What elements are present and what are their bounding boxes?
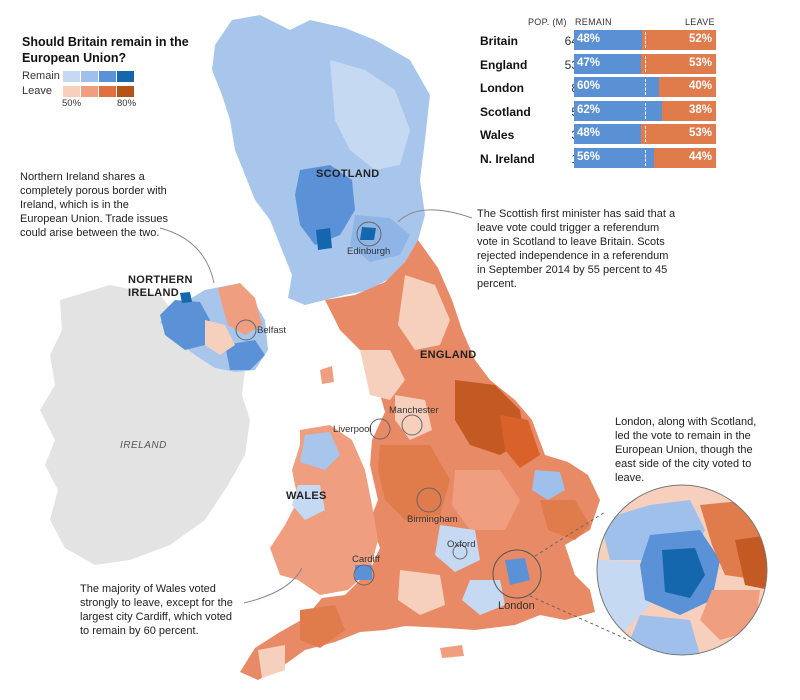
table-row: N. Ireland1.856%44% [480,147,720,170]
london-inset [596,484,768,656]
label-wales: WALES [286,490,327,502]
fifty-percent-line [645,149,646,166]
legend-remain-label: Remain [22,70,60,82]
row-name: England [480,57,528,72]
fifty-percent-line [645,55,646,72]
leave-percent: 53% [688,56,712,69]
city-edinburgh: Edinburgh [347,246,391,257]
leave-percent: 53% [688,127,712,139]
fifty-percent-line [645,79,646,95]
city-birmingham: Birmingham [407,514,458,525]
ni-note-leader [159,227,215,284]
remain-percent: 47% [577,56,601,69]
header-leave: LEAVE [685,17,715,27]
leave-percent: 52% [688,33,712,45]
table-row: London8.560%40% [480,77,720,99]
remain-percent: 62% [577,103,601,116]
fifty-percent-line [645,102,646,119]
table-row: Scotland5.362%38% [480,100,720,123]
legend-leave-label: Leave [22,85,52,97]
fifty-percent-line [645,32,646,48]
result-bar: 48% 53% [574,124,716,144]
remain-percent: 48% [577,127,601,139]
leave-percent: 44% [688,150,712,163]
fifty-percent-line [645,126,646,142]
note-wales: The majority of Wales voted strongly to … [80,583,233,637]
inset-connector-bottom [529,595,634,643]
birmingham-marker [416,487,442,513]
city-london: London [498,600,535,612]
remain-percent: 60% [577,80,601,92]
belfast-marker [235,319,257,341]
london-marker [492,549,542,599]
label-england: ENGLAND [420,349,477,361]
header-pop: POP. (M) [528,17,567,27]
remain-share-bar [574,53,641,74]
wales-map [270,425,378,595]
remain-share-bar [574,100,663,121]
legend-swatch [99,86,116,97]
remain-share-bar [574,147,654,168]
note-scotland: The Scottish first minister has said tha… [477,208,676,290]
result-bar: 60% 40% [574,77,716,97]
legend-swatch [117,86,134,97]
leave-percent: 38% [688,103,712,116]
city-cardiff: Cardiff [352,554,380,565]
city-belfast: Belfast [257,325,287,336]
city-oxford: Oxford [447,539,476,550]
header-remain: REMAIN [575,17,612,27]
remain-share-bar [574,30,643,50]
legend-swatch [63,71,80,82]
label-northern-ireland: NORTHERN IRELAND [128,274,193,299]
city-liverpool: Liverpool [333,424,372,435]
remain-percent: 48% [577,33,601,45]
legend-low-tick: 50% [62,98,82,109]
inset-connector-top [534,511,606,557]
note-london: London, along with Scotland, led the vot… [615,416,757,484]
note-northern-ireland: Northern Ireland shares a completely por… [20,171,168,239]
remain-share-bar [574,124,642,144]
label-scotland: SCOTLAND [316,168,380,180]
northern-ireland-map [160,283,268,372]
legend-swatch [63,86,80,97]
oxford-marker [452,544,468,560]
table-row: Wales3.048%53% [480,124,720,146]
isle-of-wight [440,645,464,658]
cardiff-marker [353,564,375,586]
legend-swatch [99,71,116,82]
scotland-note-leader [397,209,473,223]
row-name: Scotland [480,104,531,119]
chart-title: Should Britain remain in the European Un… [22,35,189,65]
table-row: Britain64.148%52% [480,30,720,52]
legend-swatch [81,71,98,82]
scotland-map [212,15,430,305]
city-manchester: Manchester [389,405,439,416]
label-ireland: IRELAND [120,440,167,451]
legend-swatch [117,71,134,82]
row-name: London [480,81,524,95]
row-name: Wales [480,128,515,142]
remain-share-bar [574,77,660,97]
leave-percent: 40% [688,80,712,92]
remain-percent: 56% [577,150,601,163]
table-row: England53.047%53% [480,53,720,76]
legend-swatch [81,86,98,97]
result-bar: 47% 53% [574,53,716,74]
england-map [240,240,600,680]
legend-high-tick: 80% [117,98,137,109]
liverpool-marker [369,418,391,440]
isle-of-man [320,366,334,384]
result-bar: 48% 52% [574,30,716,50]
wales-note-leader [243,567,303,604]
manchester-marker [401,414,423,436]
edinburgh-marker [356,221,382,247]
row-name: N. Ireland [480,151,535,166]
result-bar: 62% 38% [574,100,716,121]
row-name: Britain [480,34,519,48]
result-bar: 56% 44% [574,147,716,168]
